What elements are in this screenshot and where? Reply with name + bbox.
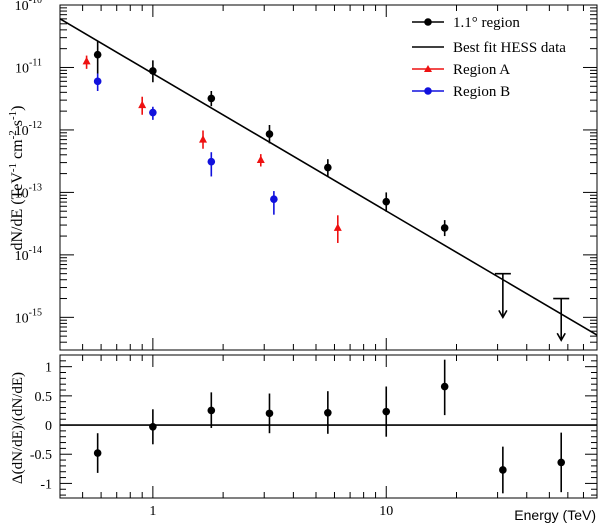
legend-entry-region-a: Region A bbox=[412, 62, 510, 78]
residual-point bbox=[499, 466, 507, 474]
region-1p1-point bbox=[440, 224, 449, 232]
region-a-point bbox=[256, 155, 265, 164]
legend-entry-region-b: Region B bbox=[412, 84, 510, 100]
residual-y-axis-label: Δ(dN/dE)/(dN/dE) bbox=[10, 372, 26, 484]
region-1p1-upper-limit-arrow bbox=[556, 332, 566, 342]
region-1p1-point bbox=[324, 163, 332, 172]
region-a-point bbox=[333, 223, 342, 231]
spectrum-y-tick-labels: 10-10 10-11 10-12 10-13 10-14 10-15 bbox=[15, 0, 42, 326]
residual-point bbox=[557, 458, 566, 467]
spectrum-y-tick-label: 10-10 bbox=[15, 0, 42, 14]
residual-point bbox=[440, 382, 449, 391]
legend-label-region-b: Region B bbox=[453, 84, 510, 100]
residual-data-points bbox=[93, 359, 566, 494]
residual-point bbox=[149, 422, 157, 431]
residual-panel: 1 0.5 0 -0.5 -1 1 10 Δ(dN/dE)/(dN/dE) Energy … bbox=[10, 354, 598, 523]
region-1p1-point bbox=[93, 50, 102, 59]
best-fit-line bbox=[59, 18, 598, 336]
spectrum-y-tick-label: 10-11 bbox=[15, 57, 42, 76]
legend-marker-region-b bbox=[424, 87, 432, 95]
residual-y-tick-label: 1 bbox=[45, 361, 52, 376]
region-1p1-upper-limit-arrow bbox=[498, 309, 508, 319]
residual-y-tick-label: 0 bbox=[45, 419, 52, 434]
residual-y-tick-label: 0.5 bbox=[35, 390, 53, 405]
legend-entry-best-fit: Best fit HESS data bbox=[412, 40, 566, 56]
region-b-point bbox=[149, 108, 157, 117]
legend-label-best-fit: Best fit HESS data bbox=[453, 40, 566, 56]
region-1p1-point bbox=[207, 94, 216, 103]
residual-y-tick-label: -0.5 bbox=[30, 448, 52, 463]
region-b-point bbox=[270, 195, 278, 203]
residual-point bbox=[207, 406, 216, 415]
legend-label-1p1-region: 1.1° region bbox=[453, 15, 520, 31]
region-b-point bbox=[93, 77, 102, 86]
spectrum-data-points bbox=[82, 40, 570, 342]
region-1p1-point bbox=[149, 67, 157, 75]
x-axis-label: Energy (TeV) bbox=[514, 507, 596, 523]
spectrum-y-tick-label: 10-13 bbox=[15, 182, 42, 201]
legend-marker-1p1-region bbox=[424, 18, 432, 26]
residual-plot-frame bbox=[59, 354, 598, 499]
residual-axis-ticks bbox=[59, 354, 598, 498]
residual-y-tick-labels: 1 0.5 0 -0.5 -1 bbox=[30, 361, 52, 493]
x-tick-label: 1 bbox=[149, 504, 156, 519]
spectrum-axis-ticks bbox=[59, 4, 598, 351]
legend: 1.1° region Best fit HESS data Region A … bbox=[412, 15, 566, 100]
spectrum-panel: 10-10 10-11 10-12 10-13 10-14 10-15 dN/dE (Te… bbox=[7, 0, 598, 351]
residual-point bbox=[324, 408, 332, 417]
spectrum-y-axis-label: dN/dE (TeV-1 cm-2 s-1) bbox=[7, 105, 26, 250]
residual-point bbox=[93, 449, 102, 457]
region-a-point bbox=[138, 100, 147, 109]
spectrum-plot-frame bbox=[59, 4, 598, 351]
spectrum-y-tick-label: 10-14 bbox=[15, 245, 42, 264]
legend-entry-1p1-region: 1.1° region bbox=[412, 15, 520, 31]
residual-point bbox=[265, 409, 274, 418]
region-1p1-point bbox=[265, 130, 274, 138]
legend-label-region-a: Region A bbox=[453, 62, 510, 78]
region-a-point bbox=[199, 135, 208, 143]
residual-x-tick-labels: 1 10 bbox=[149, 504, 393, 519]
x-tick-label: 10 bbox=[379, 504, 393, 519]
spectrum-y-tick-label: 10-12 bbox=[15, 120, 42, 139]
residual-point bbox=[382, 407, 391, 416]
residual-y-tick-label: -1 bbox=[40, 477, 52, 492]
region-b-point bbox=[207, 157, 216, 166]
legend-marker-region-a bbox=[424, 65, 432, 72]
region-1p1-point bbox=[382, 197, 391, 206]
region-a-point bbox=[82, 56, 91, 65]
spectrum-y-tick-label: 10-15 bbox=[15, 307, 42, 326]
